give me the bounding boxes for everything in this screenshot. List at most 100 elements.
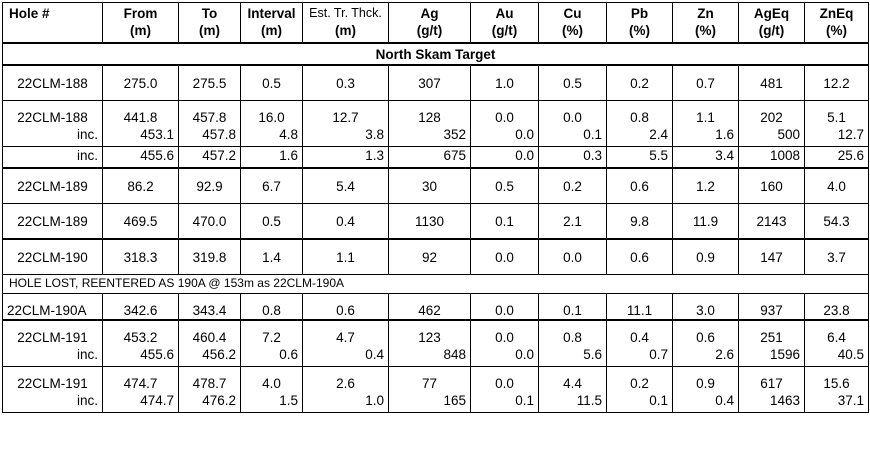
cell-true-thickness: 0.3 <box>302 64 389 101</box>
cell-au: 0.0 <box>470 238 539 275</box>
cell-ageq: 1008 <box>738 146 805 169</box>
cell-hole-id: inc. <box>2 392 103 413</box>
header-to: To (m) <box>178 2 241 44</box>
cell-ag: 1130 <box>388 203 471 240</box>
cell-true-thickness: 4.7 <box>302 319 389 346</box>
cell-zn: 0.6 <box>672 319 739 346</box>
cell-zneq: 40.5 <box>804 346 869 367</box>
cell-zn: 0.9 <box>672 238 739 275</box>
cell-cu: 4.4 <box>538 366 607 392</box>
cell-to: 457.8 <box>178 126 241 147</box>
cell-ag: 30 <box>388 167 471 204</box>
cell-au: 1.0 <box>470 64 539 101</box>
cell-zn: 0.9 <box>672 366 739 392</box>
cell-interval: 4.8 <box>240 126 303 147</box>
cell-zneq: 23.8 <box>804 293 869 321</box>
cell-ageq: 617 <box>738 366 805 392</box>
header-pb: Pb (%) <box>606 2 673 44</box>
cell-zneq: 6.4 <box>804 319 869 346</box>
cell-ag: 675 <box>388 146 471 169</box>
cell-from: 474.7 <box>102 366 179 392</box>
cell-hole-id: 22CLM-191 <box>2 319 103 346</box>
cell-zn: 3.4 <box>672 146 739 169</box>
cell-cu: 0.8 <box>538 319 607 346</box>
cell-ag: 123 <box>388 319 471 346</box>
cell-interval: 0.8 <box>240 293 303 321</box>
cell-hole-id: inc. <box>2 126 103 147</box>
hole-row: 22CLM-188 275.0 275.5 0.5 0.3 307 1.0 0.5 0.2 0.7… <box>2 64 869 101</box>
target-title: North Skam Target <box>2 42 869 66</box>
cell-ageq: 202 <box>738 100 805 126</box>
cell-from: 474.7 <box>102 392 179 413</box>
cell-hole-id: inc. <box>2 146 103 169</box>
cell-pb: 0.2 <box>606 64 673 101</box>
cell-to: 456.2 <box>178 346 241 367</box>
cell-pb: 0.1 <box>606 392 673 413</box>
cell-interval: 0.6 <box>240 346 303 367</box>
hole-row: 22CLM-191 453.2 460.4 7.2 4.7 123 0.0 0.8 0.4 0.6… <box>2 319 869 346</box>
hole-row: 22CLM-191 474.7 478.7 4.0 2.6 77 0.0 4.4 0.2 0.9 6… <box>2 366 869 392</box>
cell-pb: 0.6 <box>606 167 673 204</box>
cell-au: 0.0 <box>470 293 539 321</box>
cell-from: 469.5 <box>102 203 179 240</box>
cell-ag: 77 <box>388 366 471 392</box>
cell-pb: 0.6 <box>606 238 673 275</box>
include-row: inc. 455.6 456.2 0.6 0.4 848 0.0 5.6 0.7 2.6 1596 4… <box>2 346 869 367</box>
cell-interval: 0.5 <box>240 203 303 240</box>
cell-au: 0.0 <box>470 126 539 147</box>
cell-hole-id: 22CLM-188 <box>2 64 103 101</box>
cell-cu: 0.0 <box>538 238 607 275</box>
cell-true-thickness: 3.8 <box>302 126 389 147</box>
header-from: From (m) <box>102 2 179 44</box>
cell-to: 343.4 <box>178 293 241 321</box>
cell-pb: 0.8 <box>606 100 673 126</box>
cell-pb: 5.5 <box>606 146 673 169</box>
cell-au: 0.0 <box>470 319 539 346</box>
cell-ageq: 251 <box>738 319 805 346</box>
cell-zneq: 25.6 <box>804 146 869 169</box>
cell-pb: 0.2 <box>606 366 673 392</box>
cell-pb: 9.8 <box>606 203 673 240</box>
hole-lost-note: HOLE LOST, REENTERED AS 190A @ 153m as 2… <box>2 274 869 294</box>
cell-interval: 4.0 <box>240 366 303 392</box>
cell-cu: 0.1 <box>538 293 607 321</box>
cell-zn: 1.2 <box>672 167 739 204</box>
cell-zneq: 15.6 <box>804 366 869 392</box>
cell-zneq: 3.7 <box>804 238 869 275</box>
cell-true-thickness: 0.6 <box>302 293 389 321</box>
cell-ageq: 147 <box>738 238 805 275</box>
cell-cu: 0.1 <box>538 126 607 147</box>
cell-zn: 2.6 <box>672 346 739 367</box>
cell-to: 319.8 <box>178 238 241 275</box>
cell-au: 0.0 <box>470 100 539 126</box>
cell-interval: 0.5 <box>240 64 303 101</box>
cell-pb: 11.1 <box>606 293 673 321</box>
cell-from: 455.6 <box>102 146 179 169</box>
cell-hole-id: 22CLM-190 <box>2 238 103 275</box>
hole-row: 22CLM-190 318.3 319.8 1.4 1.1 92 0.0 0.0 0.6 0.9 1… <box>2 238 869 275</box>
cell-interval: 7.2 <box>240 319 303 346</box>
cell-cu: 0.0 <box>538 100 607 126</box>
cell-zneq: 4.0 <box>804 167 869 204</box>
header-zn: Zn (%) <box>672 2 739 44</box>
cell-zn: 1.1 <box>672 100 739 126</box>
cell-from: 455.6 <box>102 346 179 367</box>
cell-from: 453.1 <box>102 126 179 147</box>
cell-ag: 848 <box>388 346 471 367</box>
cell-to: 478.7 <box>178 366 241 392</box>
cell-au: 0.0 <box>470 366 539 392</box>
cell-au: 0.0 <box>470 346 539 367</box>
cell-zn: 1.6 <box>672 126 739 147</box>
cell-zneq: 12.7 <box>804 126 869 147</box>
cell-ag: 128 <box>388 100 471 126</box>
cell-true-thickness: 0.4 <box>302 346 389 367</box>
cell-ageq: 2143 <box>738 203 805 240</box>
cell-ageq: 481 <box>738 64 805 101</box>
cell-from: 275.0 <box>102 64 179 101</box>
cell-interval: 1.5 <box>240 392 303 413</box>
cell-from: 342.6 <box>102 293 179 321</box>
cell-interval: 1.4 <box>240 238 303 275</box>
header-au: Au (g/t) <box>470 2 539 44</box>
cell-zn: 0.7 <box>672 64 739 101</box>
hole-row: 22CLM-190A 342.6 343.4 0.8 0.6 462 0.0 0.1 11.1 3… <box>2 293 869 321</box>
